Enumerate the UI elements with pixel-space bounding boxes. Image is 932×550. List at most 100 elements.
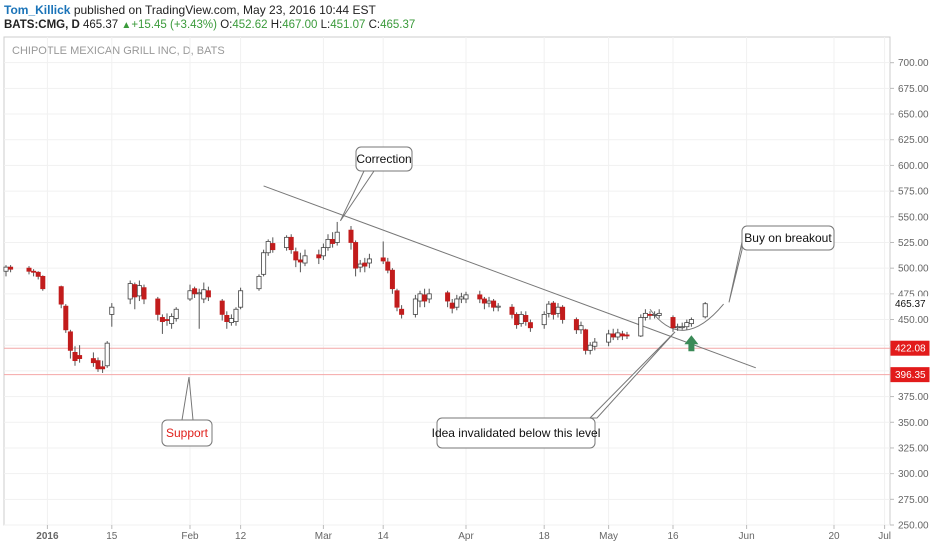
candle-body xyxy=(196,292,202,295)
candle-body xyxy=(688,319,694,325)
candle-body xyxy=(491,300,497,308)
candle-body xyxy=(454,298,460,308)
candle xyxy=(233,307,239,326)
candle-body xyxy=(495,305,501,308)
callout-text: Support xyxy=(166,426,209,440)
candle-body xyxy=(205,290,211,298)
candle xyxy=(320,243,326,260)
candle xyxy=(302,249,308,267)
candle-body xyxy=(555,306,561,314)
candle xyxy=(132,282,138,310)
candle xyxy=(426,288,432,304)
x-tick-label: 12 xyxy=(235,531,247,542)
high-label: H: xyxy=(270,19,283,31)
candle-body xyxy=(399,308,405,315)
candle-body xyxy=(325,238,331,249)
candles xyxy=(3,221,708,373)
x-tick-label: Jul xyxy=(878,531,891,542)
candle-body xyxy=(518,313,524,325)
candle xyxy=(679,322,685,330)
candle-body xyxy=(67,331,73,351)
candle-body xyxy=(610,333,616,338)
candle-body xyxy=(615,332,621,338)
y-tick-label: 600.00 xyxy=(898,161,929,172)
candlestick-chart[interactable]: CHIPOTLE MEXICAN GRILL INC, D, BATS 250.… xyxy=(0,36,932,550)
candle-body xyxy=(26,267,32,272)
candle-body xyxy=(624,334,630,337)
candle-body xyxy=(486,300,492,304)
candle-body xyxy=(72,352,78,362)
y-tick-label: 475.00 xyxy=(898,289,929,300)
candle-body xyxy=(527,322,533,329)
plot-area[interactable] xyxy=(3,36,891,526)
candle-body xyxy=(169,316,175,325)
candle-body xyxy=(293,251,299,261)
candle-body xyxy=(638,317,644,337)
candle xyxy=(583,328,589,355)
candle-body xyxy=(592,341,598,347)
cup-curve xyxy=(649,303,724,331)
trend-lines xyxy=(263,185,756,369)
candle-body xyxy=(458,296,464,300)
candle xyxy=(362,257,368,273)
candle-body xyxy=(164,319,170,321)
candle xyxy=(58,285,64,309)
candle xyxy=(31,269,37,277)
last-price: 465.37 xyxy=(83,19,119,31)
candle-body xyxy=(578,325,584,331)
candle xyxy=(366,253,372,269)
candle xyxy=(104,341,110,368)
y-tick-label: 700.00 xyxy=(898,58,929,69)
candle xyxy=(454,294,460,311)
candle-body xyxy=(187,290,193,300)
candle xyxy=(509,304,515,319)
candle-body xyxy=(684,322,690,328)
candle-body xyxy=(334,231,340,243)
candle-body xyxy=(385,261,391,271)
price-label: 422.08 xyxy=(890,340,930,356)
candle xyxy=(353,240,359,277)
candle xyxy=(523,311,529,326)
candle xyxy=(155,296,161,321)
candle xyxy=(63,304,69,333)
annotation-callout: Buy on breakout xyxy=(728,225,835,303)
candle xyxy=(606,329,612,347)
candle xyxy=(541,311,547,329)
candle xyxy=(238,287,244,310)
candle-body xyxy=(426,293,432,300)
candle-body xyxy=(366,258,372,264)
candle-body xyxy=(509,306,515,315)
y-tick-label: 575.00 xyxy=(898,187,929,198)
candle-body xyxy=(31,270,37,273)
symbol-label: BATS:CMG, D xyxy=(4,19,80,31)
candle xyxy=(385,257,391,274)
x-tick-label: Mar xyxy=(315,531,333,542)
candle-body xyxy=(587,344,593,351)
candle-body xyxy=(3,266,9,272)
low-value: 451.07 xyxy=(330,19,366,31)
callout-box xyxy=(161,419,213,447)
candle xyxy=(380,241,386,265)
candle xyxy=(192,286,198,298)
price-label: 465.37 xyxy=(890,296,930,312)
price-label: 396.35 xyxy=(890,367,930,383)
change-value: +15.45 (+3.43%) xyxy=(131,19,217,31)
candle xyxy=(35,271,41,280)
candle-body xyxy=(583,329,589,351)
candle-body xyxy=(261,252,267,275)
candle-body xyxy=(219,300,225,315)
y-tick-label: 250.00 xyxy=(898,521,929,532)
candle-body xyxy=(136,285,142,297)
candle-body xyxy=(77,355,83,359)
candle-body xyxy=(477,294,483,300)
y-tick-label: 500.00 xyxy=(898,264,929,275)
candle xyxy=(26,266,32,275)
candle-body xyxy=(656,312,662,316)
candle xyxy=(270,237,276,253)
candle xyxy=(164,313,170,326)
open-label: O: xyxy=(220,19,233,31)
author-link[interactable]: Tom_Killick xyxy=(4,3,71,17)
candle-body xyxy=(297,259,303,263)
candle-body xyxy=(141,287,147,300)
price-label-box xyxy=(890,340,930,356)
